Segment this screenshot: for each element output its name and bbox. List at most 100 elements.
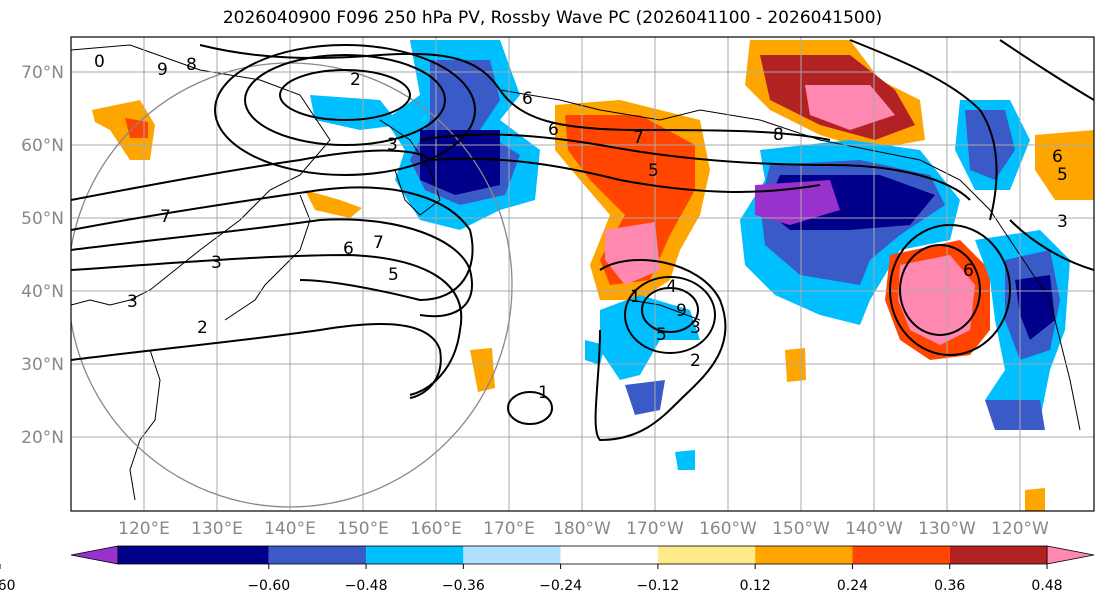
colorbar-tick-label: 0.36 — [934, 578, 965, 594]
contour-label: 8 — [773, 125, 784, 145]
contour-ring-8 — [199, 44, 831, 141]
colorbar-segment — [463, 546, 561, 564]
colorbar-tick-label: 0.60 — [0, 578, 16, 594]
contour-label: 2 — [197, 318, 208, 338]
pv-anomaly-negative-small-6 — [985, 400, 1045, 430]
contour-ne-2 — [1009, 219, 1094, 271]
contour-label: 5 — [648, 161, 659, 181]
contour-low-center-2 — [279, 69, 411, 121]
lon-label: 150°W — [772, 519, 830, 539]
coastline-asia — [71, 44, 331, 306]
pv-anomaly-positive-small-3 — [785, 348, 806, 382]
coastline-china — [129, 349, 161, 501]
graticule — [71, 37, 1094, 511]
pv-anomaly-positive-siberia-core — [125, 118, 148, 138]
colorbar-tick-label: 0.24 — [837, 578, 868, 594]
contour-trough-inner — [641, 287, 699, 333]
contour-ring-6 — [71, 323, 442, 399]
contour-label: 5 — [388, 265, 399, 285]
longitude-axis: 120°E 130°E 140°E 150°E 160°E 170°E 180°… — [118, 519, 1049, 539]
lat-label: 40°N — [21, 282, 64, 302]
figure-title: 2026040900 F096 250 hPa PV, Rossby Wave … — [222, 8, 883, 28]
map-frame — [70, 36, 1095, 512]
contour-label: 5 — [656, 325, 667, 345]
pv-anomaly-positive-hudson — [1035, 130, 1094, 200]
latitude-axis: 70°N 60°N 50°N 40°N 30°N 20°N — [21, 63, 64, 448]
colorbar-tick-label: −0.24 — [539, 578, 582, 594]
pv-contour-layer — [71, 39, 1094, 442]
pv-anomaly-negative-okhotsk — [310, 95, 400, 130]
colorbar: −0.60 −0.48 −0.36 −0.24 −0.12 0.12 0.24 0.36 0.4… — [0, 545, 1095, 594]
pv-anomaly-positive-japan — [305, 190, 362, 218]
pv-anomaly-negative-small-5 — [675, 450, 695, 470]
contour-label: 6 — [522, 89, 533, 109]
contour-trough-outer — [594, 259, 727, 442]
contour-ring-4 — [71, 218, 473, 318]
lon-label: 170°E — [483, 519, 535, 539]
contour-label: 7 — [160, 207, 171, 227]
contour-label: 1 — [538, 383, 549, 403]
contour-ring-3 — [71, 186, 474, 302]
contour-label: 3 — [690, 318, 701, 338]
lon-label: 150°E — [337, 519, 389, 539]
lon-label: 160°E — [410, 519, 462, 539]
coastline-japan — [224, 194, 311, 321]
colorbar-tick-label: −0.12 — [636, 578, 679, 594]
contour-label: 6 — [963, 261, 974, 281]
lon-label: 120°W — [991, 519, 1049, 539]
contour-label: 9 — [676, 301, 687, 321]
contour-label: 8 — [186, 55, 197, 75]
contour-label: 4 — [666, 277, 677, 297]
coastline-aleutians — [629, 299, 701, 321]
contour-label: 6 — [1052, 147, 1063, 167]
contour-ring-7 — [71, 149, 431, 201]
contour-label: 3 — [127, 292, 138, 312]
lon-label: 160°W — [699, 519, 757, 539]
colorbar-segment — [657, 546, 756, 564]
lon-label: 180°W — [553, 519, 611, 539]
colorbar-tick-label: −0.60 — [247, 578, 290, 594]
contour-label: 2 — [350, 70, 361, 90]
colorbar-tick-label: 0.12 — [740, 578, 771, 594]
contour-label: 3 — [211, 253, 222, 273]
contour-label: 9 — [157, 60, 168, 80]
pv-anomaly-positive-bering-core — [565, 115, 695, 285]
contour-ridge-outer — [889, 224, 1011, 356]
contour-ring-2 — [214, 44, 476, 176]
pv-anomaly-positive-bering-max — [605, 222, 660, 285]
coastline-kamchatka — [379, 119, 441, 216]
contour-label: 1 — [630, 287, 641, 307]
colorbar-segment — [755, 546, 853, 564]
lon-label: 140°E — [264, 519, 316, 539]
contour-label: 0 — [94, 52, 105, 72]
lat-label: 70°N — [21, 63, 64, 83]
colorbar-segment — [366, 546, 464, 564]
coastline-layer — [71, 44, 1081, 501]
lat-label: 20°N — [21, 428, 64, 448]
contour-trough-mid — [624, 276, 716, 354]
lon-label: 140°W — [845, 519, 903, 539]
pv-anomaly-positive-ne-pacific-max — [898, 255, 975, 345]
contour-label: 7 — [633, 128, 644, 148]
contour-ring-10 — [429, 157, 821, 193]
colorbar-segment — [852, 546, 950, 564]
contour-ridge-inner — [899, 244, 981, 336]
pv-anomaly-positive-small-2 — [470, 348, 495, 392]
colorbar-segment — [268, 546, 367, 564]
pv-anomaly-negative-kamchatka-min — [420, 130, 500, 195]
contour-label: 2 — [690, 351, 701, 371]
colorbar-extend-min — [70, 545, 119, 565]
contour-ridge-north — [849, 39, 998, 221]
contour-ring-1 — [244, 54, 446, 146]
contour-label: 6 — [548, 120, 559, 140]
coastline-north-america — [499, 89, 1081, 431]
colorbar-tick-label: −0.36 — [442, 578, 485, 594]
lon-label: 130°W — [918, 519, 976, 539]
colorbar-tick-label: 0.48 — [1031, 578, 1062, 594]
lat-label: 30°N — [21, 355, 64, 375]
colorbar-segment — [118, 546, 269, 564]
contour-ne-1 — [999, 39, 1094, 101]
colorbar-segment — [560, 546, 658, 564]
contour-label: 6 — [343, 239, 354, 259]
